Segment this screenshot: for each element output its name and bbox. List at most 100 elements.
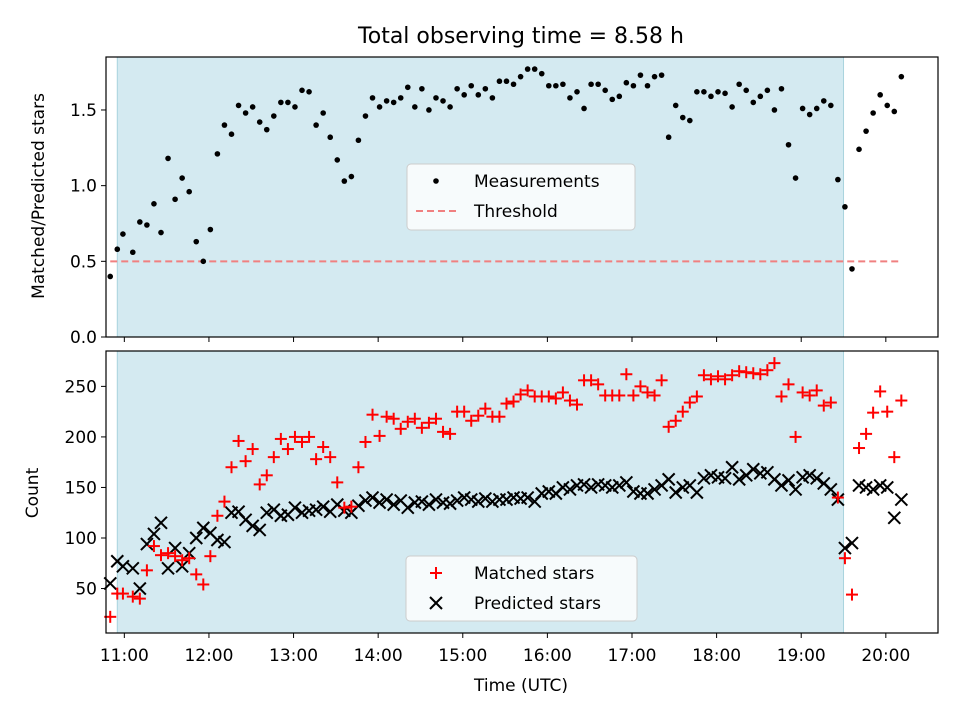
predicted-star-point <box>288 500 302 515</box>
measurement-point <box>376 104 383 110</box>
x-tick-label: 13:00 <box>269 646 318 666</box>
measurement-point <box>672 102 679 109</box>
matched-star-point <box>796 386 809 399</box>
matched-star-point <box>712 370 725 383</box>
predicted-star-point <box>365 490 380 505</box>
legend-x-glyph <box>429 596 443 610</box>
measurement-point <box>235 102 242 109</box>
matched-star-point <box>556 386 569 399</box>
x-tick-label: 14:00 <box>354 646 403 666</box>
predicted-star-point <box>788 482 803 497</box>
measurement-point <box>249 104 256 110</box>
measurement-point <box>369 95 376 101</box>
matched-star-point <box>697 369 710 382</box>
measurement-point <box>524 66 531 72</box>
matched-star-point <box>458 405 471 418</box>
y-tick-label: 100 <box>65 529 97 549</box>
measurement-point <box>426 107 432 113</box>
measurement-point <box>849 266 855 272</box>
measurement-point <box>842 204 848 210</box>
measurement-point <box>114 246 121 253</box>
matched-star-point <box>740 366 753 379</box>
matched-star-point <box>514 388 527 401</box>
predicted-star-point <box>196 521 211 535</box>
predicted-star-point <box>351 498 366 513</box>
matched-star-point <box>662 420 675 433</box>
measurement-point <box>341 178 348 184</box>
matched-star-point <box>239 455 252 468</box>
matched-star-point <box>267 451 280 464</box>
matched-star-point <box>726 369 739 382</box>
matched-star-point <box>733 365 746 378</box>
measurement-point <box>468 82 475 89</box>
matched-star-point <box>324 451 337 464</box>
measurement-point <box>828 102 834 109</box>
count-plot: 50 100 150 200 250 11:00 12:00 13:00 14:00 15:00… <box>23 350 939 696</box>
y-tick-label: 0.5 <box>70 252 97 272</box>
predicted-star-point <box>647 482 662 497</box>
predicted-star-point <box>577 477 591 492</box>
matched-star-point <box>317 441 330 454</box>
measurement-point <box>221 122 228 128</box>
measurement-point <box>137 219 143 225</box>
measurement-point <box>285 99 291 106</box>
predicted-star-point <box>478 491 493 506</box>
matched-star-point <box>169 550 182 563</box>
measurement-point <box>750 99 757 106</box>
measurement-point <box>771 107 778 113</box>
predicted-star-point <box>189 531 203 545</box>
matched-star-point <box>444 427 457 440</box>
legend-predicted-label: Predicted stars <box>474 594 601 614</box>
predicted-star-point <box>379 492 394 507</box>
ratio-legend-box <box>406 163 636 231</box>
matched-star-point <box>429 412 442 425</box>
measurement-point <box>567 95 573 101</box>
matched-star-point <box>415 421 428 434</box>
measurement-point <box>120 231 126 237</box>
measurement-point <box>165 155 171 162</box>
matched-star-point <box>154 549 167 562</box>
measurement-point <box>743 87 750 94</box>
y-tick-label: 200 <box>65 428 97 448</box>
ratio-x-ticks <box>123 337 887 342</box>
matched-star-point <box>824 396 837 409</box>
measurement-point <box>419 85 425 92</box>
y-tick-label: 1.5 <box>70 101 97 121</box>
matched-star-point <box>803 389 816 402</box>
predicted-star-point <box>894 492 909 507</box>
matched-star-point <box>881 405 894 418</box>
predicted-star-point <box>810 471 824 486</box>
matched-star-point <box>465 414 478 427</box>
measurement-point <box>320 110 326 116</box>
measurement-point <box>891 108 898 115</box>
matched-star-point <box>472 409 485 422</box>
measurement-point <box>383 98 390 104</box>
matched-star-point <box>422 416 435 429</box>
matched-star-point <box>613 389 626 402</box>
measurement-point <box>292 104 298 110</box>
predicted-star-point <box>746 462 760 476</box>
predicted-star-point <box>520 490 535 505</box>
matched-star-point <box>133 592 146 605</box>
ratio-legend: Measurements Threshold <box>406 163 636 231</box>
matched-star-point <box>549 392 562 405</box>
count-y-axis-label: Count <box>23 467 43 518</box>
measurement-point <box>820 98 827 104</box>
matched-star-point <box>888 451 901 464</box>
count-plot-frame <box>105 350 939 634</box>
matched-star-point <box>288 430 301 443</box>
matched-star-point <box>147 540 160 553</box>
matched-star-point <box>274 432 287 445</box>
ratio-y-axis: 0.0 0.5 1.0 1.5 <box>70 101 106 348</box>
measurement-point <box>496 78 503 85</box>
matched-star-point <box>810 384 823 397</box>
matched-star-point <box>338 501 351 514</box>
predicted-star-point <box>443 496 457 511</box>
matched-star-point <box>204 550 217 563</box>
predicted-star-point <box>450 493 464 508</box>
matched-star-point <box>648 389 661 402</box>
predicted-star-point <box>175 559 189 573</box>
matched-star-point <box>479 402 492 415</box>
legend-plus-glyph <box>430 567 442 579</box>
measurement-point <box>362 113 369 119</box>
